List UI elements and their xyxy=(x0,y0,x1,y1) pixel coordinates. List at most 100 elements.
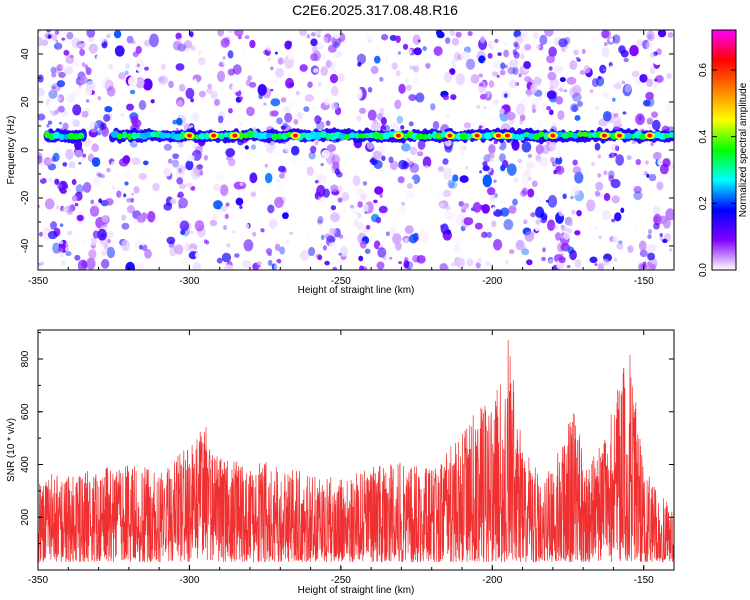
heatmap-noise-cell xyxy=(539,157,548,167)
heatmap-noise-cell xyxy=(611,97,616,102)
heatmap-noise-cell xyxy=(76,214,84,222)
heatmap-noise-cell xyxy=(546,55,555,64)
heatmap-noise-cell xyxy=(270,66,274,71)
heatmap-noise-cell xyxy=(303,106,310,112)
heatmap-noise-cell xyxy=(89,120,99,133)
heatmap-noise-cell xyxy=(540,102,548,112)
snr-y-tick-label: 200 xyxy=(20,508,31,525)
heatmap-noise-cell xyxy=(381,155,386,162)
heatmap-noise-cell xyxy=(616,108,622,114)
heatmap-noise-cell xyxy=(602,110,612,122)
heatmap-noise-cell xyxy=(106,246,116,259)
heatmap-noise-cell xyxy=(532,108,536,113)
heatmap-peak-cell xyxy=(647,133,653,138)
heatmap-noise-cell xyxy=(272,79,278,85)
heatmap-noise-cell xyxy=(546,219,556,231)
heatmap-noise-cell xyxy=(74,30,81,35)
heatmap-noise-cell xyxy=(61,37,66,41)
heatmap-noise-cell xyxy=(44,70,50,75)
heatmap-noise-cell xyxy=(613,257,618,262)
heatmap-noise-cell xyxy=(662,55,667,59)
heatmap-noise-cell xyxy=(508,249,515,255)
heatmap-noise-cell xyxy=(62,162,68,167)
heatmap-noise-cell xyxy=(432,120,440,130)
heatmap-noise-cell xyxy=(611,116,622,127)
heatmap-noise-cell xyxy=(656,48,662,56)
heatmap-noise-cell xyxy=(320,162,324,167)
heatmap-noise-cell xyxy=(646,30,655,42)
heatmap-noise-cell xyxy=(659,232,663,238)
heatmap-noise-cell xyxy=(594,142,601,151)
heatmap-noise-cell xyxy=(589,256,598,264)
heatmap-noise-cell xyxy=(229,34,234,41)
heatmap-noise-cell xyxy=(439,202,445,208)
heatmap-noise-cell xyxy=(288,98,299,110)
heatmap-noise-cell xyxy=(141,234,147,240)
heatmap-noise-cell xyxy=(527,153,533,158)
heatmap-noise-cell xyxy=(64,65,74,75)
heatmap-noise-cell xyxy=(38,95,44,107)
heatmap-noise-cell xyxy=(482,105,487,110)
heatmap-noise-cell xyxy=(152,182,160,192)
heatmap-noise-cell xyxy=(39,231,43,237)
heatmap-noise-cell xyxy=(502,171,509,177)
heatmap-noise-cell xyxy=(651,111,659,118)
heatmap-noise-cell xyxy=(481,204,490,214)
heatmap-noise-cell xyxy=(493,179,497,183)
heatmap-noise-cell xyxy=(133,186,140,194)
heatmap-noise-cell xyxy=(512,66,519,75)
heatmap-noise-cell xyxy=(222,58,230,67)
heatmap-x-tick-label: -200 xyxy=(482,276,502,287)
heatmap-noise-cell xyxy=(512,49,518,56)
heatmap-noise-cell xyxy=(394,212,401,219)
heatmap-noise-cell xyxy=(616,242,624,250)
heatmap-noise-cell xyxy=(71,187,75,192)
heatmap-noise-cell xyxy=(591,267,597,270)
heatmap-noise-cell xyxy=(534,122,543,132)
heatmap-noise-cell xyxy=(362,204,369,212)
heatmap-band-cell xyxy=(577,131,584,138)
heatmap-noise-cell xyxy=(356,53,367,65)
heatmap-noise-cell xyxy=(416,254,426,264)
heatmap-noise-cell xyxy=(168,240,175,249)
heatmap-noise-cell xyxy=(328,242,338,253)
heatmap-noise-cell xyxy=(311,45,318,53)
colorbar-ticks: 0.0 0.2 0.4 0.6 xyxy=(698,63,736,277)
heatmap-noise-cell xyxy=(169,110,175,116)
heatmap-noise-cell xyxy=(470,83,479,94)
heatmap-noise-cell xyxy=(142,192,146,197)
heatmap-noise-cell xyxy=(601,30,610,39)
heatmap-noise-cell xyxy=(493,59,503,70)
heatmap-noise-cell xyxy=(314,140,319,146)
heatmap-noise-cell xyxy=(409,65,415,70)
heatmap-noise-cell xyxy=(316,184,326,198)
heatmap-noise-cell xyxy=(94,203,99,208)
heatmap-noise-cell xyxy=(72,104,82,116)
heatmap-noise-cell xyxy=(483,216,489,224)
heatmap-noise-cell xyxy=(568,221,573,227)
heatmap-noise-cell xyxy=(597,154,602,159)
heatmap-noise-cell xyxy=(134,58,145,72)
heatmap-noise-cell xyxy=(385,231,390,237)
heatmap-noise-cell xyxy=(524,43,532,51)
heatmap-noise-cell xyxy=(101,126,109,137)
heatmap-band-cell xyxy=(165,132,172,139)
heatmap-noise-cell xyxy=(329,227,337,235)
heatmap-noise-cell xyxy=(216,257,223,264)
heatmap-noise-cell xyxy=(612,235,618,243)
heatmap-noise-cell xyxy=(519,97,528,109)
heatmap-noise-cell xyxy=(491,71,499,77)
heatmap-noise-cell xyxy=(380,95,391,104)
heatmap-noise-cell xyxy=(46,123,50,128)
heatmap-noise-cell xyxy=(239,205,243,210)
heatmap-band-cell xyxy=(194,134,200,140)
heatmap-noise-cell xyxy=(190,45,196,51)
heatmap-noise-cell xyxy=(370,213,380,223)
heatmap-noise-cell xyxy=(475,262,481,269)
heatmap-noise-cell xyxy=(241,44,248,53)
heatmap-noise-cell xyxy=(299,64,308,72)
heatmap-noise-cell xyxy=(539,34,548,46)
heatmap-noise-cell xyxy=(366,141,375,150)
heatmap-noise-cell xyxy=(450,94,457,101)
